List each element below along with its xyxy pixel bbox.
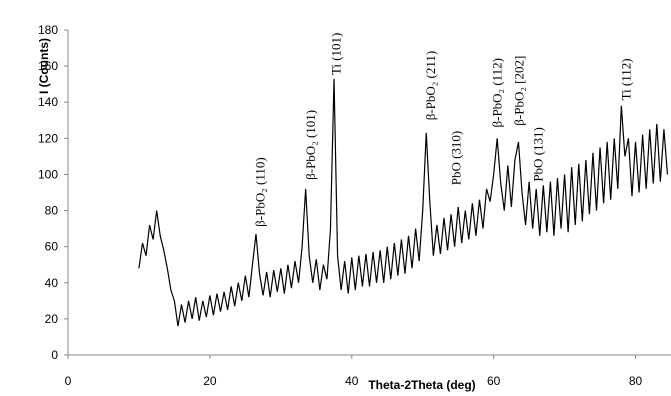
annotation: PbO (310) — [448, 131, 463, 186]
annotation: Ti (112) — [619, 58, 634, 100]
x-tick-label: 40 — [345, 374, 359, 388]
annotation: β-PbO₂ [202] — [512, 56, 527, 126]
annotation: β-PbO₂ (101) — [303, 110, 318, 180]
y-tick-label: 120 — [38, 131, 58, 145]
y-axis-label: I (Counts) — [37, 38, 51, 94]
x-tick-label: 60 — [487, 374, 501, 388]
y-tick-label: 140 — [38, 95, 58, 109]
y-tick-label: 0 — [51, 348, 58, 362]
y-tick-label: 160 — [38, 59, 58, 73]
y-tick-label: 180 — [38, 23, 58, 37]
y-tick-label: 100 — [38, 167, 58, 181]
y-tick-label: 80 — [45, 204, 59, 218]
x-tick-label: 0 — [65, 374, 72, 388]
y-tick-label: 60 — [45, 240, 59, 254]
annotation: Ti (101) — [329, 33, 344, 76]
x-axis-label: Theta-2Theta (deg) — [368, 378, 475, 392]
y-tick-label: 40 — [45, 276, 59, 290]
annotation: β-PbO₂ (211) — [423, 51, 438, 121]
x-tick-label: 80 — [629, 374, 643, 388]
annotation: β-PbO₂ (112) — [490, 58, 505, 128]
annotation: PbO (131) — [531, 127, 546, 182]
data-line — [138, 78, 669, 327]
annotation: β-PbO₂ (110) — [253, 157, 268, 227]
y-tick-label: 20 — [45, 312, 59, 326]
x-tick-label: 20 — [203, 374, 217, 388]
